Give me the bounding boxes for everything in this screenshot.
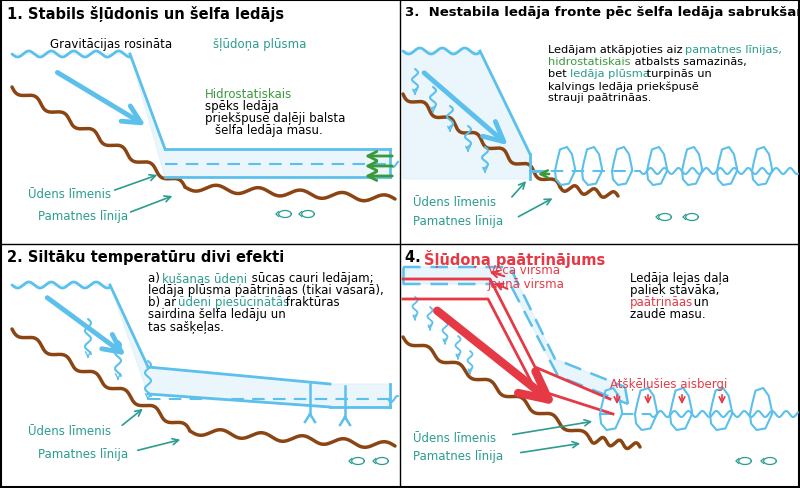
Text: zaudē masu.: zaudē masu.: [630, 307, 706, 320]
Text: kalvings ledāja priekšpusē: kalvings ledāja priekšpusē: [548, 81, 698, 91]
Text: bet: bet: [548, 69, 570, 79]
Text: strauji paātrināas.: strauji paātrināas.: [548, 93, 651, 103]
Text: ledāja plūsma: ledāja plūsma: [570, 69, 650, 79]
Text: priekšpusē daļēji balsta: priekšpusē daļēji balsta: [205, 112, 346, 125]
Text: Šļūdoņa paātrinājums: Šļūdoņa paātrinājums: [424, 249, 606, 267]
Text: paliek stāvāka,: paliek stāvāka,: [630, 284, 719, 296]
Polygon shape: [12, 285, 390, 407]
Text: b) ar: b) ar: [148, 295, 180, 308]
Text: paātrināas: paātrināas: [630, 295, 694, 308]
Text: spēks ledāja: spēks ledāja: [205, 100, 278, 113]
Polygon shape: [403, 267, 628, 404]
Polygon shape: [403, 52, 530, 180]
Text: Pamatnes līnija: Pamatnes līnija: [38, 447, 128, 460]
Text: fraktūras: fraktūras: [282, 295, 340, 308]
Text: Ūdens līmenis: Ūdens līmenis: [28, 424, 111, 437]
Text: Hidrostatiskais: Hidrostatiskais: [205, 88, 292, 101]
Text: ūdeni piesūcinātās: ūdeni piesūcinātās: [178, 295, 290, 308]
Text: šļūdoņa plūsma: šļūdoņa plūsma: [213, 38, 306, 51]
Polygon shape: [12, 55, 390, 178]
Text: Pamatnes līnija: Pamatnes līnija: [38, 209, 128, 223]
Text: Jaunā virsma: Jaunā virsma: [488, 278, 565, 290]
Text: Pamatnes līnija: Pamatnes līnija: [413, 449, 503, 462]
Text: Gravitācijas rosināta: Gravitācijas rosināta: [50, 38, 176, 51]
Text: tas sašķeļas.: tas sašķeļas.: [148, 319, 224, 332]
Text: Vecā virsma: Vecā virsma: [488, 264, 560, 276]
Text: ledāja plūsma paātrināas (tikai vasarā),: ledāja plūsma paātrināas (tikai vasarā),: [148, 284, 384, 296]
Text: 4.: 4.: [405, 249, 431, 264]
Text: a): a): [148, 271, 164, 285]
Text: kušanas ūdeņi: kušanas ūdeņi: [162, 271, 247, 285]
Text: Atšķēlušies aisbergi: Atšķēlušies aisbergi: [610, 377, 727, 390]
Text: 1. Stabils šļūdonis un šelfa ledājs: 1. Stabils šļūdonis un šelfa ledājs: [7, 6, 284, 22]
Text: Pamatnes līnija: Pamatnes līnija: [413, 215, 503, 227]
Text: Ledāja lejas daļa: Ledāja lejas daļa: [630, 271, 729, 285]
Text: sairdina šelfa ledāju un: sairdina šelfa ledāju un: [148, 307, 286, 320]
Text: pamatnes līnijas,: pamatnes līnijas,: [685, 45, 782, 55]
Text: Ūdens līmenis: Ūdens līmenis: [28, 187, 111, 201]
Text: 3.  Nestabila ledāja fronte pēc šelfa ledāja sabrukšanas: 3. Nestabila ledāja fronte pēc šelfa led…: [405, 6, 800, 19]
Text: Ledājam atkāpjoties aiz: Ledājam atkāpjoties aiz: [548, 45, 686, 55]
Text: un: un: [690, 295, 709, 308]
Text: šelfa ledāja masu.: šelfa ledāja masu.: [215, 124, 322, 137]
Text: sūcas cauri ledājam;: sūcas cauri ledājam;: [248, 271, 374, 285]
Text: atbalsts samazinās,: atbalsts samazinās,: [631, 57, 746, 67]
Text: hidrostatiskais: hidrostatiskais: [548, 57, 630, 67]
Text: Ūdens līmenis: Ūdens līmenis: [413, 196, 496, 208]
Text: Ūdens līmenis: Ūdens līmenis: [413, 431, 496, 444]
Text: turpinās un: turpinās un: [643, 69, 712, 79]
Text: 2. Siltāku temperatūru divi efekti: 2. Siltāku temperatūru divi efekti: [7, 249, 284, 264]
